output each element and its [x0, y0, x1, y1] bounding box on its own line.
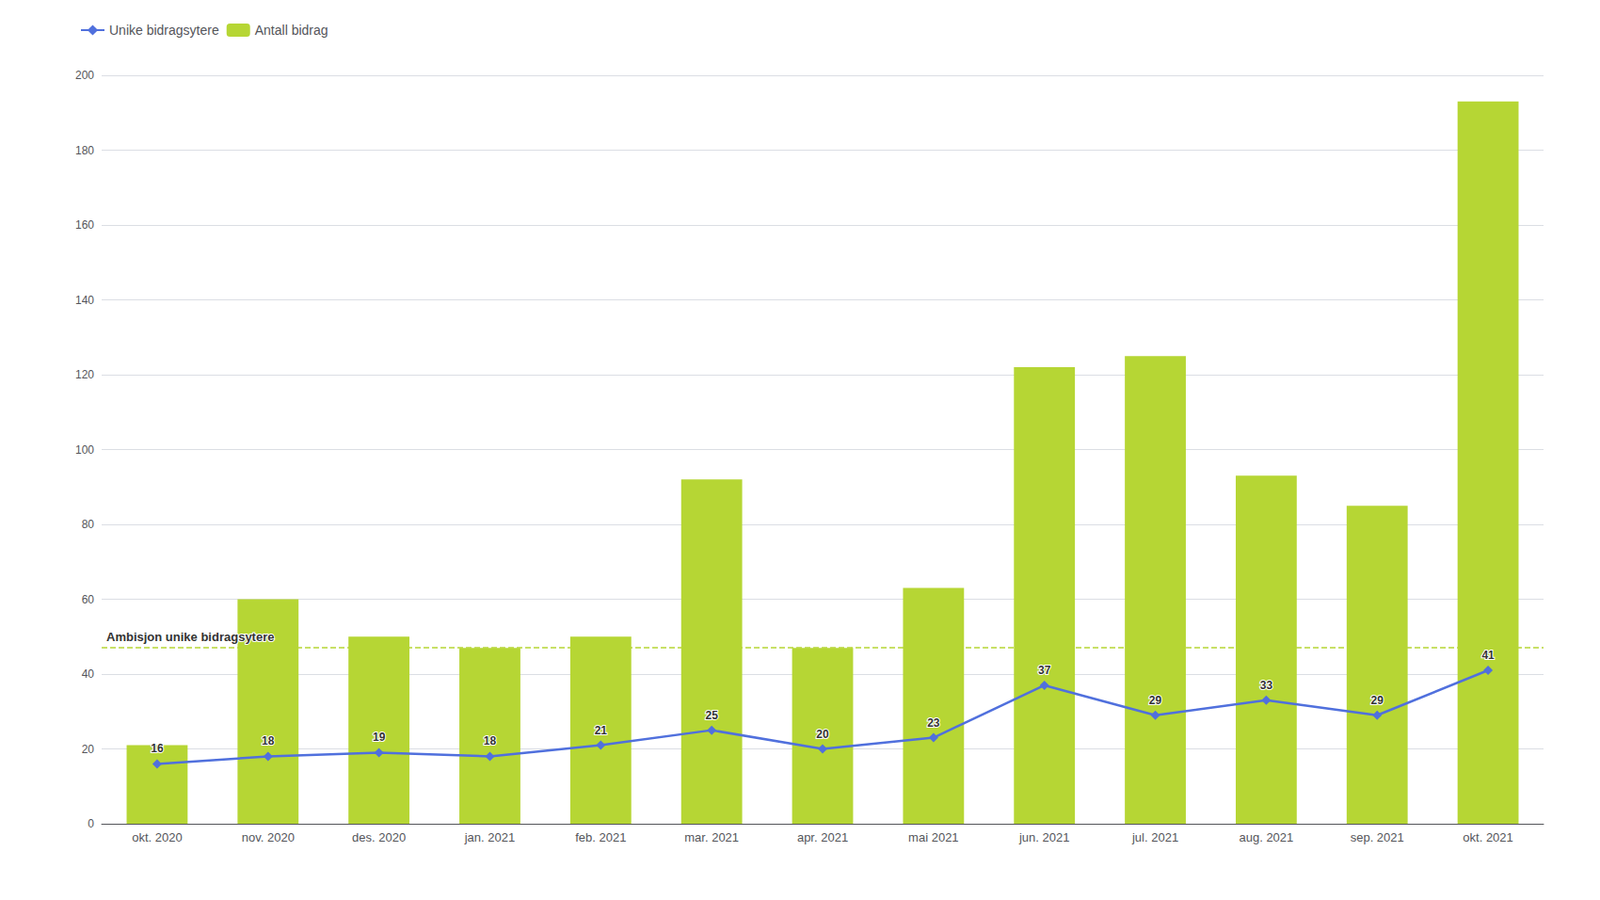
svg-text:21: 21	[594, 723, 608, 737]
svg-text:aug. 2021: aug. 2021	[1238, 830, 1294, 845]
svg-text:jul. 2021: jul. 2021	[1131, 830, 1179, 845]
svg-text:apr. 2021: apr. 2021	[797, 830, 848, 845]
svg-text:Antall bidrag: Antall bidrag	[255, 22, 329, 38]
svg-text:Unike bidragsytere: Unike bidragsytere	[109, 22, 220, 38]
svg-text:60: 60	[81, 592, 96, 607]
svg-text:160: 160	[75, 218, 95, 232]
svg-text:25: 25	[704, 708, 719, 722]
svg-text:0: 0	[87, 816, 95, 831]
svg-text:33: 33	[1260, 678, 1274, 692]
svg-text:40: 40	[81, 667, 96, 681]
svg-text:23: 23	[927, 716, 941, 730]
svg-text:des. 2020: des. 2020	[352, 830, 406, 845]
svg-text:20: 20	[81, 742, 96, 756]
svg-text:180: 180	[75, 144, 95, 158]
svg-text:140: 140	[75, 293, 95, 307]
svg-text:okt. 2021: okt. 2021	[1462, 830, 1514, 845]
svg-text:Ambisjon unike bidragsytere: Ambisjon unike bidragsytere	[106, 629, 274, 644]
svg-text:okt. 2020: okt. 2020	[131, 830, 183, 845]
svg-text:18: 18	[483, 734, 497, 748]
svg-text:37: 37	[1038, 663, 1052, 677]
svg-text:mar. 2021: mar. 2021	[684, 830, 739, 845]
svg-text:19: 19	[372, 730, 386, 744]
svg-text:nov. 2020: nov. 2020	[241, 830, 295, 845]
svg-text:16: 16	[150, 741, 164, 755]
svg-text:jan. 2021: jan. 2021	[464, 830, 516, 845]
svg-text:sep. 2021: sep. 2021	[1350, 830, 1405, 845]
svg-text:80: 80	[81, 517, 96, 531]
svg-text:200: 200	[75, 68, 95, 82]
svg-text:29: 29	[1149, 693, 1163, 707]
svg-text:feb. 2021: feb. 2021	[575, 830, 626, 845]
svg-text:41: 41	[1481, 648, 1495, 662]
svg-text:20: 20	[816, 727, 830, 741]
svg-text:120: 120	[75, 368, 95, 382]
svg-text:mai 2021: mai 2021	[908, 830, 959, 845]
svg-text:18: 18	[261, 734, 275, 748]
svg-text:29: 29	[1371, 693, 1385, 707]
svg-text:jun. 2021: jun. 2021	[1018, 830, 1071, 845]
svg-text:100: 100	[75, 443, 95, 457]
